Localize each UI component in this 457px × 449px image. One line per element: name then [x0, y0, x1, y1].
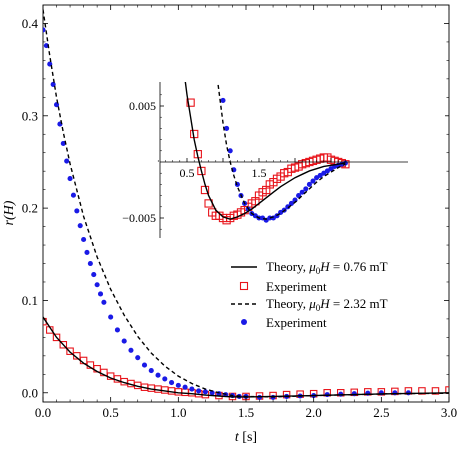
x-tick-label: 0.5 [103, 405, 119, 420]
experiment-point-blue [220, 97, 226, 103]
experiment-point-blue [50, 81, 56, 87]
x-tick-label: 1.0 [170, 405, 186, 420]
inset-y-tick-label: −0.005 [122, 211, 156, 225]
experiment-point-blue [175, 382, 181, 388]
x-tick-label: 0.0 [35, 405, 51, 420]
x-axis-label-unit: [s] [239, 430, 257, 445]
experiment-point-red [52, 333, 61, 342]
x-tick-label: 2.5 [373, 405, 389, 420]
legend-filled-circle-marker [241, 319, 247, 325]
experiment-point-blue [94, 282, 100, 288]
legend-open-square-marker [239, 281, 249, 291]
theory-line-2-32mT [43, 9, 449, 398]
experiment-point-blue [141, 362, 148, 368]
experiment-point-blue [267, 215, 273, 221]
experiment-point-blue [77, 223, 83, 229]
y-tick-label: 0.3 [22, 108, 38, 123]
y-tick-label: 0.0 [22, 385, 38, 400]
x-tick-label: 3.0 [441, 405, 457, 420]
experiment-point-blue [351, 391, 357, 397]
experiment-point-blue [60, 140, 66, 147]
legend: Theory, μ0H = 0.76 mT Experiment Theory, μ… [231, 259, 388, 330]
inset-x-tick-label: 1.5 [252, 166, 267, 180]
inset-background [105, 80, 445, 245]
experiment-point-blue [148, 368, 154, 374]
experiment-point-blue [224, 125, 230, 131]
y-tick-label: 0.2 [22, 201, 38, 216]
experiment-point-blue [101, 299, 107, 305]
experiment-point-blue [135, 355, 141, 361]
experiment-point-blue [70, 192, 76, 198]
inset-axes: 0.5 1.5 0.005 −0.005 [122, 82, 408, 238]
experiment-point-blue [306, 181, 312, 187]
experiment-point-blue [81, 236, 87, 243]
y-axis-label: r(H) [2, 200, 17, 225]
legend-entry-text: Theory, μ0H = 0.76 mT [266, 259, 388, 276]
legend-entry-text: Experiment [266, 279, 327, 294]
experiment-point-red [431, 387, 440, 395]
experiment-point-blue [97, 291, 104, 297]
experiment-point-blue [310, 178, 316, 184]
legend-entry-text: Theory, μ0H = 2.32 mT [266, 296, 388, 313]
experiment-point-blue [209, 390, 215, 396]
inset-plot: 0.5 1.5 0.005 −0.005 [105, 80, 445, 245]
experiment-point-blue [108, 314, 114, 320]
x-tick-label: 1.5 [238, 405, 254, 420]
y-tick-label: 0.1 [22, 293, 38, 308]
experiment-point-blue [392, 390, 398, 396]
experiment-point-blue [162, 376, 168, 382]
x-axis-label: t [s] [235, 430, 257, 445]
experiment-point-blue [114, 327, 120, 333]
experiment-point-blue [155, 372, 161, 378]
inset-data-layer [184, 82, 350, 225]
experiment-point-blue [67, 176, 73, 182]
experiment-point-blue [128, 347, 134, 353]
theory-line-0-76mT [184, 82, 346, 220]
legend-entry-text: Experiment [266, 315, 327, 330]
experiment-point-blue [91, 272, 97, 278]
inset-x-tick-label: 0.5 [180, 166, 195, 180]
experiment-point-blue [189, 386, 195, 392]
experiment-point-red [59, 341, 68, 349]
inset-y-tick-label: 0.005 [129, 99, 156, 113]
theory-line-2-32mT [217, 82, 346, 220]
y-tick-label: 0.4 [22, 16, 39, 31]
experiment-point-blue [196, 388, 202, 394]
experiment-point-red [66, 347, 74, 355]
experiment-point-blue [84, 249, 90, 255]
experiment-point-blue [182, 384, 188, 390]
x-axis-label-symbol: t [235, 430, 240, 445]
experiment-point-red [197, 166, 206, 176]
experiment-point-blue [338, 391, 344, 397]
experiment-point-blue [288, 200, 294, 206]
main-data-layer [43, 9, 449, 401]
experiment-point-blue [169, 380, 175, 386]
experiment-point-blue [303, 186, 309, 192]
experiment-point-blue [121, 338, 127, 344]
experiment-point-blue [74, 208, 80, 214]
experiment-point-blue [285, 204, 291, 210]
experiment-point-blue [64, 158, 70, 164]
main-axes: 0.0 0.5 1.0 1.5 2.0 2.5 3.0 0.0 0.1 0.2 0.3 0.4 [22, 5, 457, 420]
experiment-point-blue [227, 148, 233, 154]
experiment-point-blue [43, 27, 46, 33]
x-tick-label: 2.0 [306, 405, 322, 420]
experiment-point-blue [87, 260, 93, 267]
experiment-point-blue [202, 389, 208, 395]
experiment-point-red [186, 98, 195, 107]
